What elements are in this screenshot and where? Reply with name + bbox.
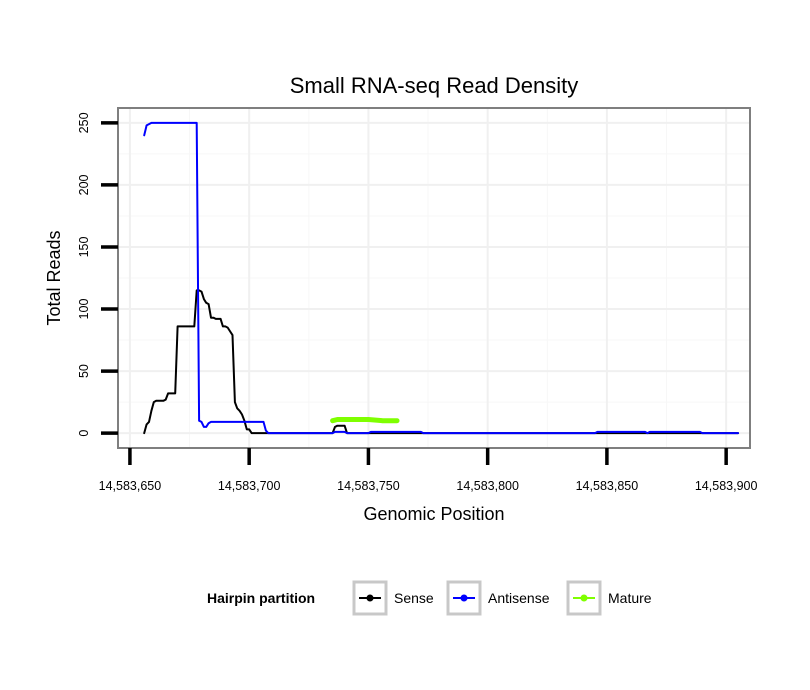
- plot-border: [117, 107, 751, 449]
- x-tick-label: 14,583,850: [576, 479, 639, 493]
- x-axis-title: Genomic Position: [363, 504, 504, 524]
- x-tick-label: 14,583,750: [337, 479, 400, 493]
- chart-title: Small RNA-seq Read Density: [290, 73, 579, 98]
- y-tick-label: 150: [77, 237, 91, 258]
- x-tick-label: 14,583,700: [218, 479, 281, 493]
- series-line-antisense: [143, 121, 740, 435]
- axis-ticks: [101, 121, 728, 465]
- x-tick-labels: 14,583,650 14,583,700 14,583,750 14,583,800…: [99, 479, 758, 493]
- legend-title: Hairpin partition: [207, 590, 315, 606]
- grid-lines: [118, 108, 750, 448]
- x-tick-label: 14,583,650: [99, 479, 162, 493]
- y-tick-label: 50: [77, 364, 91, 378]
- x-tick-label: 14,583,800: [456, 479, 519, 493]
- y-tick-labels: 0 50 100 150 200 250: [77, 112, 91, 436]
- x-tick-label: 14,583,900: [695, 479, 758, 493]
- y-tick-label: 0: [77, 430, 91, 437]
- legend: Hairpin partition Sense Antisense Mature: [207, 580, 652, 616]
- y-tick-label: 250: [77, 112, 91, 133]
- legend-label-sense: Sense: [394, 590, 434, 606]
- y-tick-label: 200: [77, 174, 91, 195]
- y-tick-label: 100: [77, 299, 91, 320]
- series-layer: [143, 121, 740, 435]
- legend-key-dot: [580, 594, 588, 602]
- legend-key-dot: [460, 594, 468, 602]
- legend-label-mature: Mature: [608, 590, 652, 606]
- legend-key-dot: [366, 594, 374, 602]
- y-axis-title: Total Reads: [44, 230, 64, 325]
- legend-label-antisense: Antisense: [488, 590, 550, 606]
- series-line-sense: [143, 289, 740, 435]
- series-line-mature: [330, 417, 400, 424]
